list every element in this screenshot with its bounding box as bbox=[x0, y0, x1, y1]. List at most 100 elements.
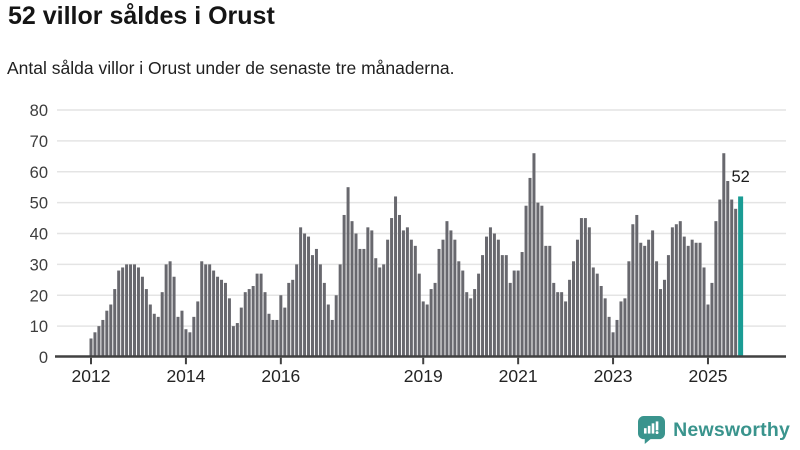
bar bbox=[453, 239, 457, 358]
bar bbox=[631, 224, 635, 357]
bar bbox=[382, 264, 386, 358]
bar bbox=[698, 242, 702, 357]
bar bbox=[512, 270, 516, 357]
bar bbox=[504, 255, 508, 357]
bar bbox=[678, 221, 682, 357]
bar bbox=[255, 273, 259, 357]
bar bbox=[188, 332, 192, 357]
bar bbox=[251, 285, 255, 357]
bar bbox=[354, 233, 358, 357]
bar bbox=[212, 270, 216, 357]
bar bbox=[334, 295, 338, 357]
bar bbox=[449, 230, 453, 357]
bar bbox=[204, 264, 208, 358]
bar bbox=[303, 233, 307, 357]
bar bbox=[611, 332, 615, 357]
bar bbox=[710, 282, 714, 357]
bar bbox=[405, 227, 409, 357]
bar bbox=[647, 239, 651, 358]
bar bbox=[457, 261, 461, 357]
bar bbox=[417, 273, 421, 357]
bar bbox=[164, 264, 168, 358]
chart-title: 52 villor såldes i Orust bbox=[8, 2, 275, 30]
y-axis-tick-label: 70 bbox=[30, 133, 48, 151]
bar bbox=[607, 316, 611, 357]
bar bbox=[441, 239, 445, 358]
newsworthy-logo[interactable]: Newsworthy bbox=[638, 416, 790, 444]
bar bbox=[714, 221, 718, 357]
bar bbox=[682, 236, 686, 357]
newsworthy-wordmark: Newsworthy bbox=[673, 418, 790, 441]
y-axis-tick-label: 0 bbox=[39, 349, 48, 367]
x-axis-tick-label: 2014 bbox=[166, 366, 205, 386]
bar bbox=[101, 319, 105, 357]
bar bbox=[362, 248, 366, 357]
bar bbox=[401, 230, 405, 357]
bar bbox=[291, 279, 295, 357]
bar bbox=[358, 248, 362, 357]
bar bbox=[473, 289, 477, 357]
bar bbox=[433, 282, 437, 357]
bar bbox=[627, 261, 631, 357]
bar bbox=[247, 289, 251, 357]
bar bbox=[666, 255, 670, 357]
bar bbox=[279, 295, 283, 357]
highlight-value-label: 52 bbox=[731, 168, 749, 186]
bar bbox=[619, 301, 623, 357]
x-axis-tick-label: 2012 bbox=[72, 366, 111, 386]
bar bbox=[615, 319, 619, 357]
bar bbox=[390, 218, 394, 357]
bar bbox=[322, 282, 326, 357]
bar bbox=[560, 292, 564, 357]
bar bbox=[686, 245, 690, 357]
y-axis-tick-label: 30 bbox=[30, 256, 48, 274]
bar bbox=[445, 221, 449, 357]
bar bbox=[524, 205, 528, 357]
bar bbox=[469, 298, 473, 357]
bar bbox=[591, 267, 595, 357]
bar bbox=[722, 153, 726, 357]
bar bbox=[425, 304, 429, 357]
bar bbox=[307, 236, 311, 357]
bar bbox=[192, 316, 196, 357]
bar bbox=[508, 282, 512, 357]
bar bbox=[532, 153, 536, 357]
bar bbox=[718, 199, 722, 357]
bar bbox=[726, 181, 730, 357]
bar bbox=[223, 282, 227, 357]
y-axis-tick-label: 20 bbox=[30, 287, 48, 305]
bar bbox=[310, 255, 314, 357]
bar bbox=[330, 319, 334, 357]
bar bbox=[176, 316, 180, 357]
bar bbox=[702, 267, 706, 357]
bar bbox=[520, 252, 524, 357]
bar bbox=[271, 319, 275, 357]
bar bbox=[97, 326, 101, 358]
highlight-bar bbox=[738, 196, 744, 357]
bar bbox=[133, 264, 136, 358]
bar bbox=[528, 177, 532, 357]
bar bbox=[235, 323, 239, 357]
bar bbox=[386, 239, 390, 358]
bar bbox=[595, 273, 599, 357]
bar bbox=[564, 301, 568, 357]
bar bbox=[184, 329, 188, 357]
bar bbox=[394, 196, 398, 357]
bar bbox=[93, 332, 97, 357]
bar bbox=[429, 289, 433, 357]
x-axis-tick-label: 2025 bbox=[689, 366, 728, 386]
bar bbox=[516, 270, 520, 357]
bar bbox=[180, 310, 184, 357]
bar bbox=[220, 279, 224, 357]
bar bbox=[125, 264, 129, 358]
bar bbox=[152, 313, 156, 357]
bar bbox=[318, 264, 322, 358]
bar bbox=[89, 338, 93, 357]
bar bbox=[263, 292, 267, 357]
bar bbox=[544, 245, 548, 357]
bar bbox=[109, 304, 113, 357]
bar bbox=[488, 227, 492, 357]
bar bbox=[635, 214, 639, 357]
bar bbox=[208, 264, 212, 358]
bar bbox=[283, 307, 287, 357]
